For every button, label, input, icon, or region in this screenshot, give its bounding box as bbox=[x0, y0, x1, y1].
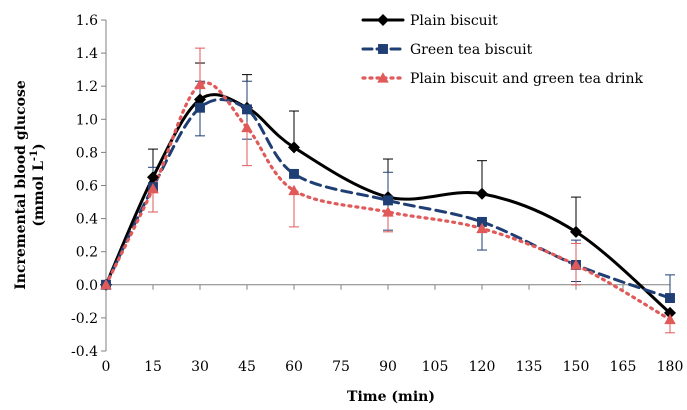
y-axis-title: Incremental blood glucose (mmol L-1) bbox=[13, 80, 47, 290]
legend-marker-1 bbox=[377, 14, 389, 26]
data-point bbox=[665, 293, 675, 303]
legend-label-1: Plain biscuit bbox=[410, 13, 498, 29]
x-tick-label: 90 bbox=[379, 359, 397, 375]
x-tick-label: 180 bbox=[657, 359, 684, 375]
legend-label-3: Plain biscuit and green tea drink bbox=[410, 71, 644, 87]
data-point bbox=[288, 141, 300, 154]
y-axis-title-main: Incremental blood glucose bbox=[13, 80, 29, 290]
data-point bbox=[147, 171, 159, 184]
x-tick-label: 120 bbox=[469, 359, 496, 375]
x-tick-label: 60 bbox=[285, 359, 303, 375]
y-tick-label: 0.2 bbox=[76, 245, 98, 261]
y-tick-label: 1.4 bbox=[76, 46, 98, 62]
y-tick-label: 0.8 bbox=[76, 145, 98, 161]
data-point bbox=[288, 184, 300, 196]
x-tick-label: 150 bbox=[563, 359, 590, 375]
data-point bbox=[383, 195, 393, 206]
series-markers bbox=[100, 78, 676, 325]
y-tick-label: 0.4 bbox=[76, 212, 98, 228]
data-point bbox=[147, 183, 159, 194]
error-bars bbox=[148, 47, 675, 334]
x-tick-label: 45 bbox=[238, 359, 256, 375]
x-tick-label: 165 bbox=[610, 359, 637, 375]
y-tick-label: -0.4 bbox=[71, 344, 98, 360]
x-tick-label: 135 bbox=[516, 359, 543, 375]
legend-marker-2 bbox=[378, 44, 388, 54]
x-tick-label: 75 bbox=[332, 359, 350, 375]
y-tick-label: 1.0 bbox=[76, 112, 98, 128]
data-point bbox=[476, 222, 488, 234]
series-line-1 bbox=[104, 93, 672, 315]
y-tick-label: 1.2 bbox=[76, 79, 98, 95]
x-axis-title: Time (min) bbox=[347, 389, 435, 405]
data-point bbox=[477, 216, 487, 227]
data-point bbox=[195, 102, 205, 113]
x-tick-label: 30 bbox=[191, 359, 209, 375]
y-tick-label: -0.2 bbox=[71, 311, 98, 327]
legend: Plain biscuit Green tea biscuit Plain bisc… bbox=[361, 13, 644, 87]
data-point bbox=[194, 78, 206, 90]
x-tick-label: 105 bbox=[422, 359, 449, 375]
axes: -0.4 -0.2 0.0 0.2 0.4 0.6 0.8 1.0 1.2 1.4 1.6 0 15 30… bbox=[71, 13, 683, 375]
legend-label-2: Green tea biscuit bbox=[410, 42, 533, 58]
x-tick-label: 0 bbox=[102, 359, 111, 375]
y-unit-suffix: ) bbox=[31, 143, 47, 150]
y-tick-label: 0.0 bbox=[76, 278, 98, 294]
y-unit-prefix: (mmol L bbox=[31, 161, 47, 227]
data-point bbox=[382, 206, 394, 217]
data-point bbox=[100, 279, 112, 290]
y-unit-sup: -1 bbox=[29, 150, 40, 161]
x-tick-label: 15 bbox=[144, 359, 162, 375]
data-point bbox=[289, 168, 299, 179]
y-tick-label: 0.6 bbox=[76, 179, 98, 195]
data-point bbox=[570, 259, 582, 270]
legend-marker-3 bbox=[377, 72, 389, 83]
data-point bbox=[664, 306, 676, 319]
data-point bbox=[241, 121, 253, 133]
data-point bbox=[194, 93, 206, 106]
data-point bbox=[570, 225, 582, 238]
data-point bbox=[664, 313, 676, 325]
y-tick-label: 1.6 bbox=[76, 13, 98, 29]
data-point bbox=[476, 187, 488, 200]
y-axis-title-unit: (mmol L-1) bbox=[29, 143, 47, 226]
data-point bbox=[242, 104, 252, 115]
